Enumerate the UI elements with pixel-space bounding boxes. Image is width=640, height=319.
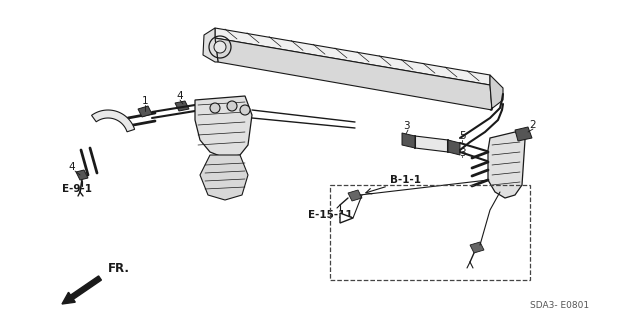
Polygon shape [415,136,448,152]
Polygon shape [76,170,88,180]
Text: 2: 2 [530,120,536,130]
Polygon shape [488,132,525,198]
Polygon shape [92,110,134,132]
Polygon shape [215,38,492,110]
Text: SDA3- E0801: SDA3- E0801 [530,301,589,310]
Text: E-15-11: E-15-11 [308,210,353,220]
Circle shape [240,105,250,115]
Polygon shape [340,213,353,223]
Text: FR.: FR. [108,262,130,275]
Bar [330,185,530,280]
Polygon shape [138,106,152,117]
Text: 3: 3 [403,121,410,131]
Text: 4: 4 [68,162,76,172]
Text: E-9-1: E-9-1 [62,184,92,194]
Polygon shape [175,101,189,111]
Polygon shape [515,127,532,141]
Text: 4: 4 [177,91,183,101]
FancyArrow shape [62,276,101,304]
Text: B-1-1: B-1-1 [390,175,421,185]
Polygon shape [203,28,218,62]
Polygon shape [490,75,503,110]
Polygon shape [215,28,490,85]
Polygon shape [402,133,415,148]
Polygon shape [200,155,248,200]
Text: 1: 1 [141,96,148,106]
Polygon shape [470,242,484,253]
Circle shape [214,41,226,53]
Polygon shape [448,140,460,155]
Polygon shape [348,190,362,201]
Text: 3: 3 [459,148,465,158]
Circle shape [210,103,220,113]
Polygon shape [195,96,252,158]
Circle shape [227,101,237,111]
Text: 5: 5 [459,131,465,141]
